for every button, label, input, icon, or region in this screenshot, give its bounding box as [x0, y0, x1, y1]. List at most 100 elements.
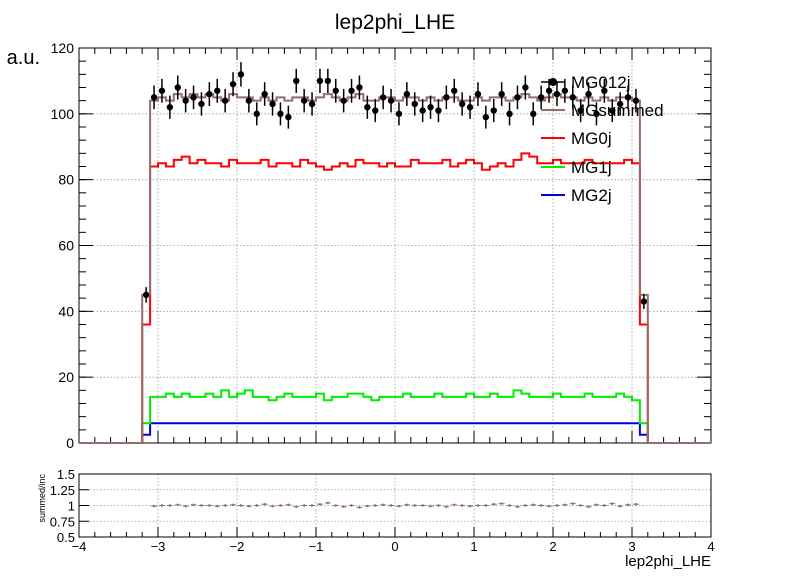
y-axis-label: a.u. — [7, 47, 40, 69]
data-point — [379, 94, 387, 101]
ratio-point — [279, 504, 282, 507]
ratio-point — [405, 503, 409, 507]
data-point — [553, 90, 561, 98]
series-line-mg2j — [79, 422, 711, 444]
series-mg012j — [142, 62, 648, 310]
series-mg1j — [79, 389, 711, 444]
ratio-point — [192, 503, 195, 507]
data-point — [624, 94, 632, 101]
ratio-point — [223, 504, 227, 507]
data-point — [640, 298, 648, 305]
ratio-point — [247, 504, 251, 508]
data-point — [253, 110, 260, 118]
main-y-tick-label: 60 — [58, 238, 74, 254]
ratio-point — [342, 505, 345, 508]
data-point — [458, 100, 466, 108]
data-point — [221, 97, 229, 104]
ratio-point — [381, 503, 385, 507]
ratio-point — [295, 505, 298, 508]
ratio-y-tick-label: 1 — [68, 499, 75, 514]
data-point — [332, 87, 339, 94]
ratio-point — [611, 502, 614, 505]
ratio-point — [366, 504, 369, 508]
data-point — [616, 100, 624, 108]
data-point — [245, 97, 253, 104]
legend-marker-mg012j — [549, 78, 557, 86]
ratio-point — [484, 504, 488, 507]
ratio-y-axis-label: summed/inc — [37, 474, 47, 523]
data-point — [206, 90, 213, 98]
data-point — [190, 94, 197, 101]
main-y-tick-label: 80 — [58, 172, 74, 188]
ratio-point — [626, 503, 630, 507]
ratio-point — [555, 504, 559, 507]
ratio-point — [587, 505, 590, 508]
ratio-point — [508, 504, 511, 507]
ratio-y-tick-label: 1.25 — [50, 483, 75, 498]
data-point — [150, 94, 158, 101]
ratio-point — [389, 504, 393, 507]
ratio-y-tick-label: 0.75 — [50, 514, 75, 529]
ratio-point — [358, 506, 361, 509]
x-tick-label: 1 — [470, 539, 477, 554]
legend-label-mg1j: MG1j — [571, 158, 612, 177]
data-point — [285, 113, 292, 121]
ratio-series — [151, 501, 639, 509]
data-point — [601, 87, 608, 94]
data-point — [466, 104, 474, 111]
data-point — [174, 84, 181, 91]
data-point — [585, 90, 592, 98]
ratio-point — [168, 504, 172, 507]
ratio-point — [216, 504, 219, 508]
data-point — [451, 87, 458, 94]
series-line-mg1j — [79, 389, 711, 444]
data-point — [182, 97, 189, 104]
ratio-point — [634, 503, 638, 506]
main-y-tick-labels: 0 20 40 60 80 100 120 — [51, 40, 75, 451]
series-mg0j — [79, 152, 711, 444]
ratio-point — [516, 505, 519, 508]
data-point — [316, 77, 324, 85]
ratio-point — [421, 504, 424, 507]
main-axis-ticks — [78, 47, 712, 444]
ratio-point — [618, 504, 622, 508]
chart-title: lep2phi_LHE — [335, 11, 455, 34]
ratio-point — [302, 504, 306, 507]
ratio-point — [492, 503, 495, 506]
ratio-y-tick-label: 0.5 — [57, 530, 75, 545]
ratio-point — [231, 503, 235, 507]
ratio-point — [579, 504, 582, 507]
main-series-group — [79, 62, 711, 444]
x-tick-label: 3 — [628, 539, 635, 554]
data-point — [293, 77, 300, 85]
ratio-point — [476, 504, 480, 507]
main-y-tick-label: 120 — [51, 40, 75, 56]
data-point — [609, 107, 616, 114]
ratio-point — [453, 503, 456, 507]
ratio-point — [603, 504, 606, 507]
x-tick-label: −2 — [230, 539, 245, 554]
data-point — [198, 100, 205, 108]
data-point — [324, 77, 332, 85]
legend: MG012j MGsummed MG0j MG1j MG2j — [541, 73, 664, 205]
main-y-tick-label: 100 — [51, 106, 75, 122]
data-point — [166, 104, 174, 111]
ratio-point — [200, 504, 203, 507]
ratio-point — [500, 502, 503, 505]
data-point — [403, 90, 411, 98]
data-point — [308, 100, 316, 108]
ratio-point — [468, 504, 472, 508]
data-point — [419, 107, 426, 114]
ratio-point — [413, 504, 416, 507]
data-point — [387, 97, 395, 104]
data-point — [214, 87, 221, 94]
ratio-point — [160, 504, 164, 507]
ratio-point — [437, 504, 440, 507]
data-point — [498, 90, 505, 98]
data-point — [356, 84, 363, 91]
data-point — [561, 87, 569, 94]
main-y-tick-label: 40 — [58, 303, 74, 319]
x-tick-label: 2 — [549, 539, 556, 554]
ratio-point — [374, 504, 377, 507]
